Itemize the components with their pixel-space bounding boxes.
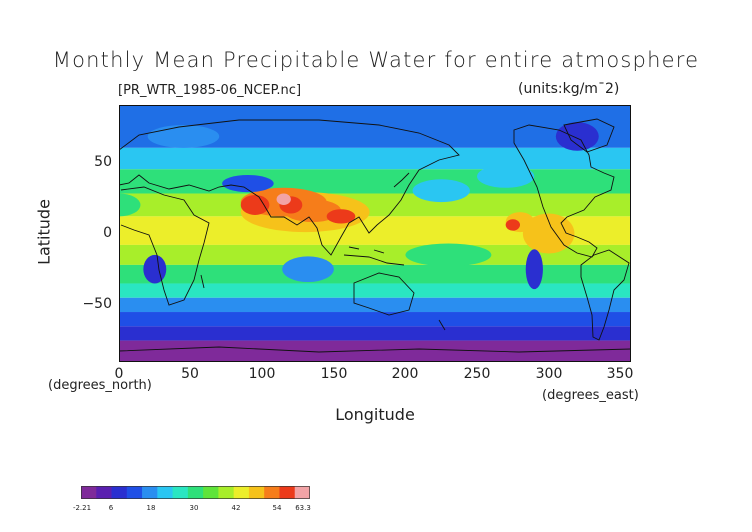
colorbar-swatch	[294, 486, 310, 499]
y-tick-label: 0	[103, 225, 112, 241]
x-units-label: (degrees_east)	[542, 388, 639, 403]
coastlines	[119, 118, 631, 353]
coastline-new-zealand	[438, 319, 446, 331]
coastline-antarctica	[119, 346, 631, 353]
colorbar-label: 42	[231, 504, 241, 512]
x-axis-label: Longitude	[335, 405, 415, 424]
colorbar-swatch	[233, 486, 250, 499]
colorbar	[81, 486, 310, 499]
value-region	[555, 122, 599, 151]
x-tick-label: 200	[391, 366, 419, 382]
value-region	[477, 164, 535, 188]
value-region	[525, 249, 543, 290]
value-region	[147, 124, 220, 148]
colorbar-swatch	[279, 486, 296, 499]
colorbar-swatch	[111, 486, 128, 499]
x-tick-label: 150	[320, 366, 348, 382]
coastline-indonesia	[343, 246, 405, 266]
latitude-band	[119, 283, 631, 298]
value-region	[412, 179, 470, 203]
colorbar-swatch	[218, 486, 235, 499]
plot-frame	[119, 105, 631, 362]
value-region	[119, 193, 141, 217]
y-tick-label: 50	[94, 154, 112, 170]
colorbar-swatch	[142, 486, 158, 499]
colorbar-label: 63.3	[295, 504, 311, 512]
dataset-name: [PR_WTR_1985-06_NCEP.nc]	[118, 83, 302, 98]
latitude-band	[119, 312, 631, 327]
latitude-band	[119, 297, 631, 313]
colorbar-label: 18	[146, 504, 156, 512]
y-units-label: (degrees_north)	[48, 378, 152, 393]
latitude-band	[119, 147, 631, 170]
chart-title: Monthly Mean Precipitable Water for enti…	[52, 48, 700, 72]
coastline-north-america	[513, 124, 615, 258]
latitude-band	[119, 326, 631, 341]
coastline-australia	[353, 272, 415, 316]
value-region	[282, 256, 334, 283]
latitude-band	[119, 169, 631, 194]
value-region	[505, 219, 521, 231]
value-region	[222, 174, 274, 193]
latitude-band	[119, 244, 631, 265]
coastline-south-america	[580, 249, 630, 341]
colorbar-swatch	[96, 486, 112, 499]
colorbar-label: 30	[189, 504, 199, 512]
colorbar-swatch	[203, 486, 219, 499]
coastline-madagascar	[200, 274, 205, 289]
y-tick-label: −50	[82, 296, 112, 312]
coastline-eurasia	[119, 119, 460, 256]
value-region	[326, 209, 356, 224]
x-tick-label: 300	[535, 366, 563, 382]
value-region	[405, 243, 492, 267]
colorbar-swatch	[157, 486, 173, 499]
colorbar-label: -2.21	[72, 504, 92, 512]
value-region	[143, 254, 167, 284]
colorbar-label: 54	[272, 504, 282, 512]
x-tick-label: 100	[248, 366, 276, 382]
colorbar-label: 6	[108, 504, 114, 512]
latitude-band	[119, 340, 631, 362]
value-region	[240, 194, 270, 215]
x-tick-label: 250	[463, 366, 491, 382]
map-plot	[119, 105, 631, 362]
coastline-africa	[120, 186, 210, 306]
coastline-greenland	[563, 118, 615, 153]
colorbar-swatch	[81, 486, 97, 499]
precipitable-water-field	[119, 105, 631, 362]
colorbar-swatch	[248, 486, 265, 499]
colorbar-swatch	[172, 486, 189, 499]
value-region	[276, 193, 291, 205]
x-tick-label: 350	[606, 366, 634, 382]
colorbar-swatch	[126, 486, 143, 499]
x-tick-label: 50	[181, 366, 199, 382]
colorbar-swatch	[264, 486, 280, 499]
coastline-japan	[393, 172, 410, 188]
y-axis-label: Latitude	[34, 199, 54, 265]
x-tick-label: 0	[114, 366, 124, 382]
units-label: (units:kg/m¯2)	[518, 81, 620, 97]
colorbar-swatch	[187, 486, 204, 499]
latitude-band	[119, 193, 631, 217]
